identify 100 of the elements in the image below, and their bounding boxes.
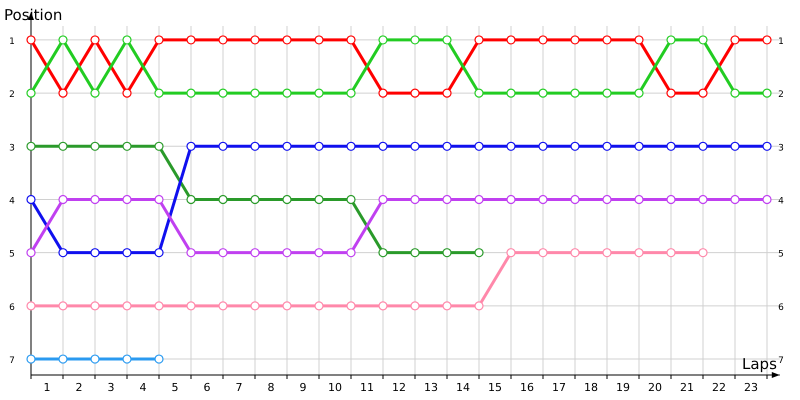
point: [666, 142, 676, 151]
point: [58, 35, 68, 45]
point: [474, 248, 484, 258]
point: [186, 248, 196, 258]
point: [282, 194, 292, 204]
point: [410, 142, 420, 151]
point: [218, 35, 228, 45]
point: [346, 142, 356, 151]
point: [314, 35, 324, 45]
point: [602, 142, 612, 151]
point: [730, 142, 740, 151]
point: [538, 35, 548, 45]
y2-tick-label: 6: [778, 302, 784, 313]
point: [410, 248, 420, 258]
point: [730, 35, 740, 45]
point: [154, 35, 164, 45]
point: [602, 88, 612, 98]
x-tick-label: 20: [648, 381, 662, 394]
point: [442, 194, 452, 204]
point: [378, 88, 388, 98]
point: [154, 301, 164, 310]
point: [666, 248, 676, 258]
x-tick-label: 4: [140, 381, 146, 394]
point: [698, 35, 708, 45]
y-tick-label: 3: [9, 143, 15, 154]
point: [186, 194, 196, 204]
point: [26, 35, 36, 45]
point: [122, 301, 132, 310]
point: [282, 301, 292, 310]
x-tick-label: 17: [552, 381, 566, 394]
y2-tick-label: 5: [778, 250, 784, 260]
point: [538, 194, 548, 204]
point: [250, 194, 260, 204]
point: [378, 35, 388, 45]
point: [282, 142, 292, 151]
point: [154, 194, 164, 204]
point: [474, 194, 484, 204]
point: [442, 248, 452, 258]
point: [506, 248, 516, 258]
point: [90, 88, 100, 98]
x-tick-label: 6: [204, 381, 210, 394]
point: [26, 354, 36, 364]
point: [186, 301, 196, 310]
point: [314, 142, 324, 151]
x-tick-label: 10: [328, 381, 342, 394]
point: [122, 194, 132, 204]
y2-tick-label: 3: [778, 143, 784, 154]
x-tick-label: 1: [44, 381, 50, 394]
x-tick-label: 11: [360, 381, 374, 394]
point: [186, 35, 196, 45]
y2-tick-label: 7: [778, 356, 784, 366]
point: [58, 194, 68, 204]
point: [410, 301, 420, 310]
point: [442, 301, 452, 310]
point: [730, 88, 740, 98]
point: [762, 35, 772, 45]
x-tick-label: 23: [744, 381, 758, 394]
point: [570, 88, 580, 98]
y-tick-label: 6: [9, 302, 16, 313]
point: [218, 194, 228, 204]
point: [58, 142, 68, 151]
point: [58, 88, 68, 98]
point: [506, 88, 516, 98]
x-tick-label: 9: [300, 381, 306, 394]
point: [602, 194, 612, 204]
point: [282, 88, 292, 98]
point: [122, 248, 132, 258]
point: [314, 248, 324, 258]
point: [666, 88, 676, 98]
x-tick-label: 21: [680, 381, 694, 394]
point: [282, 35, 292, 45]
point: [26, 194, 36, 204]
point: [346, 35, 356, 45]
x-tick-label: 22: [712, 381, 726, 394]
x-axis-title: Laps: [742, 355, 778, 373]
point: [378, 194, 388, 204]
point: [538, 88, 548, 98]
point: [634, 142, 644, 151]
x-tick-label: 14: [456, 381, 470, 394]
point: [634, 194, 644, 204]
point: [634, 88, 644, 98]
point: [122, 142, 132, 151]
point: [250, 88, 260, 98]
point: [218, 248, 228, 258]
point: [282, 248, 292, 258]
point: [506, 194, 516, 204]
point: [602, 248, 612, 258]
point: [538, 142, 548, 151]
point: [218, 301, 228, 310]
point: [186, 88, 196, 98]
point: [410, 194, 420, 204]
point: [314, 194, 324, 204]
x-tick-label: 15: [488, 381, 502, 394]
point: [698, 194, 708, 204]
point: [122, 35, 132, 45]
point: [378, 248, 388, 258]
point: [26, 88, 36, 98]
x-tick-label: 13: [424, 381, 438, 394]
point: [410, 35, 420, 45]
y2-tick-label: 4: [778, 196, 784, 206]
